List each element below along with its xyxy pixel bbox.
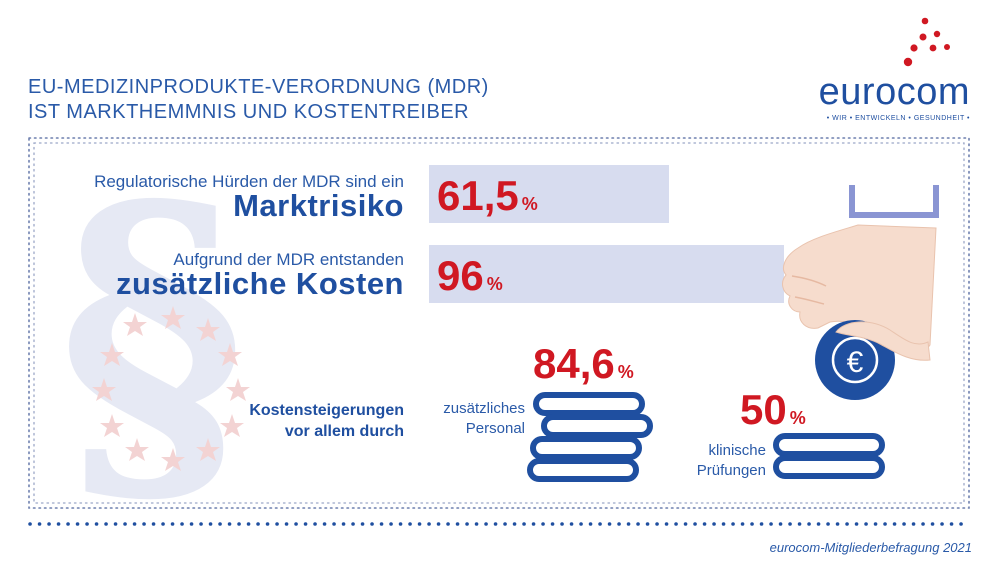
bottom-dotted-divider (28, 522, 972, 526)
label-personal-line-1: zusätzliches (443, 400, 525, 417)
value-number: 61,5 (437, 172, 519, 219)
value-marktrisiko: 61,5% (437, 172, 538, 220)
dotted-frame (28, 137, 970, 509)
value-number: 50 (740, 386, 787, 433)
value-unit: % (521, 194, 538, 214)
bar-zusaetzliche-kosten (429, 245, 784, 303)
value-number: 84,6 (533, 340, 615, 387)
bar-marktrisiko (429, 165, 669, 223)
value-number: 96 (437, 252, 484, 299)
cost-heading-line-1: Kostensteigerungen (249, 402, 404, 419)
euro-symbol: € (847, 346, 864, 379)
logo-dots-icon (903, 17, 950, 67)
value-unit: % (789, 408, 806, 428)
label-pruefungen: klinische Prüfungen (697, 441, 766, 481)
title-line-1: EU-MEDIZINPRODUKTE-VERORDNUNG (MDR) (28, 76, 489, 98)
value-pruefungen: 50% (740, 386, 806, 434)
page-title: EU-MEDIZINPRODUKTE-VERORDNUNG (MDR) IST … (28, 75, 489, 125)
label-personal: zusätzliches Personal (443, 399, 525, 439)
title-line-2: IST MARKTHEMMNIS UND KOSTENTREIBER (28, 101, 470, 123)
value-unit: % (617, 362, 634, 382)
label-personal-line-2: Personal (465, 420, 525, 437)
label-marktrisiko: Marktrisiko (233, 188, 404, 223)
label-kosten-intro: Aufgrund der MDR entstanden (173, 250, 404, 269)
value-personal: 84,6% (533, 340, 634, 388)
logo-wordmark: eurocom (818, 71, 970, 113)
label-zusaetzliche-kosten: zusätzliche Kosten (115, 266, 404, 301)
label-marktrisiko-intro: Regulatorische Hürden der MDR sind ein (94, 172, 404, 191)
value-zusaetzliche-kosten: 96% (437, 252, 503, 300)
label-pruefungen-line-1: klinische (708, 442, 766, 459)
cost-heading-line-2: vor allem durch (284, 423, 404, 440)
eurocom-logo: eurocom • WIR • ENTWICKELN • GESUNDHEIT … (795, 15, 970, 125)
label-pruefungen-line-2: Prüfungen (696, 462, 766, 479)
value-unit: % (486, 274, 503, 294)
cost-drivers-heading: Kostensteigerungen vor allem durch (249, 400, 404, 442)
eu-stars-icon (92, 306, 250, 471)
source-note: eurocom-Mitgliederbefragung 2021 (769, 540, 972, 555)
logo-tagline: • WIR • ENTWICKELN • GESUNDHEIT • (826, 115, 970, 122)
